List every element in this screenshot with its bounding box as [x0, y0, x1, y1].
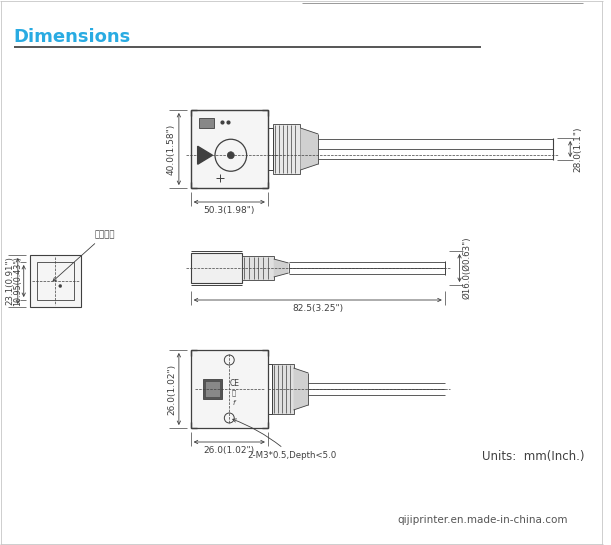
Text: 28.0(1.1"): 28.0(1.1")	[573, 126, 582, 172]
Text: qijiprinter.en.made-in-china.com: qijiprinter.en.made-in-china.com	[397, 515, 568, 525]
Text: 50.3(1.98"): 50.3(1.98")	[203, 206, 255, 215]
Bar	[199, 118, 214, 128]
Text: 插磁光蹁: 插磁光蹁	[53, 230, 115, 281]
Text: 82.5(3.25"): 82.5(3.25")	[292, 304, 343, 313]
Text: 2-M3*0.5,Depth<5.0: 2-M3*0.5,Depth<5.0	[233, 419, 336, 460]
Bar	[242, 256, 274, 280]
Bar	[205, 381, 221, 397]
Polygon shape	[293, 368, 309, 410]
Text: 26.0(1.02"): 26.0(1.02")	[167, 364, 176, 415]
Bar	[191, 350, 268, 428]
Circle shape	[59, 284, 62, 288]
Text: CE: CE	[229, 378, 240, 387]
Bar	[203, 379, 222, 399]
Text: 23.1(0.91"): 23.1(0.91")	[6, 257, 15, 305]
Polygon shape	[301, 128, 318, 170]
Bar	[273, 124, 301, 174]
Text: Units:  mm(Inch.): Units: mm(Inch.)	[482, 450, 585, 463]
Bar	[191, 110, 268, 188]
Text: Ⓡ: Ⓡ	[232, 390, 236, 396]
Bar	[272, 364, 293, 414]
Text: f: f	[233, 400, 235, 406]
Bar	[37, 262, 74, 300]
Text: 10.95(0.43"): 10.95(0.43")	[13, 256, 22, 306]
Text: Dimensions: Dimensions	[14, 28, 131, 46]
Bar	[30, 255, 81, 307]
Bar	[191, 253, 242, 283]
Circle shape	[227, 152, 234, 159]
Text: 26.0(1.02"): 26.0(1.02")	[203, 446, 255, 455]
Text: 40.0(1.58"): 40.0(1.58")	[167, 123, 176, 174]
Polygon shape	[274, 259, 288, 277]
Text: Ø16.0(Ø0.63"): Ø16.0(Ø0.63")	[463, 237, 472, 299]
Polygon shape	[197, 146, 213, 164]
